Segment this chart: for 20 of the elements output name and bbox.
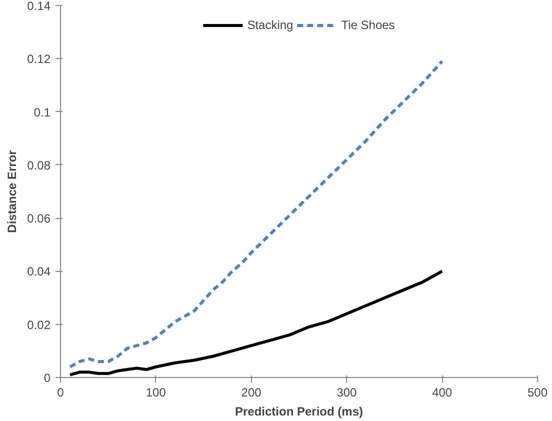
line-series: [68, 270, 444, 376]
y-tick-label: 0.02: [27, 318, 51, 332]
x-tick-label: 200: [241, 386, 262, 400]
x-tick-label: 500: [527, 386, 548, 400]
x-tick-label: 300: [336, 386, 358, 400]
legend-label: Stacking: [247, 18, 294, 32]
x-axis-title: Prediction Period (ms): [234, 404, 364, 418]
y-tick-label: 0.14: [27, 0, 51, 13]
y-tick-label: 0.1: [34, 105, 51, 120]
y-axis-title: Distance Error: [5, 150, 20, 233]
y-tick-label: 0.12: [27, 52, 51, 66]
legend-label: Tie Shoes: [341, 18, 395, 32]
y-tick-label: 0.08: [27, 158, 51, 172]
x-tick-label: 400: [432, 386, 452, 400]
line-series: [68, 60, 444, 368]
x-tick-label: 0: [57, 386, 64, 400]
y-tick-label: 0.06: [27, 212, 51, 226]
x-tick-label: 100: [146, 386, 166, 400]
y-tick-label: 0.04: [27, 264, 51, 279]
y-tick-label: 0: [44, 371, 51, 385]
